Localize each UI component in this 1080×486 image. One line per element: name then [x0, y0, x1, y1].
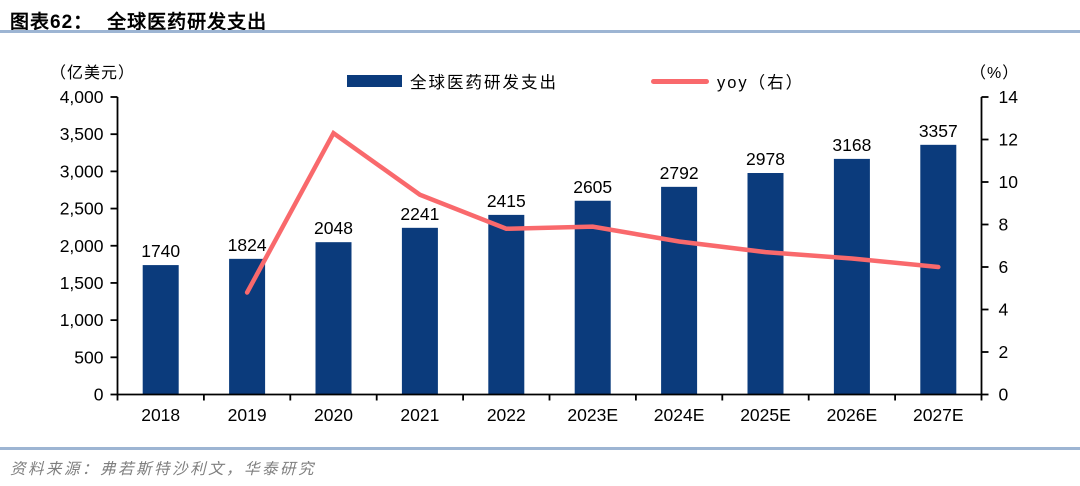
x-axis-label-2018: 2018	[141, 405, 180, 425]
right-axis-tick-label: 10	[999, 172, 1019, 192]
bar-2027E	[920, 144, 957, 395]
source-text: 资料来源：弗若斯特沙利文，华泰研究	[10, 460, 317, 478]
right-axis-tick-label: 0	[999, 385, 1009, 405]
right-axis-tick-label: 14	[999, 87, 1019, 107]
bar-value-label-2018: 1740	[141, 241, 180, 261]
x-axis-label-2023E: 2023E	[567, 405, 618, 425]
legend-bar-swatch	[347, 75, 402, 87]
left-axis-unit: （亿美元）	[50, 65, 136, 82]
bar-2018	[142, 265, 179, 395]
bar-value-label-2021: 2241	[400, 204, 439, 224]
left-axis-tick-label: 500	[74, 347, 103, 367]
x-axis-label-2022: 2022	[487, 405, 526, 425]
x-axis-label-2027E: 2027E	[913, 405, 964, 425]
left-axis-tick-label: 3,500	[60, 124, 104, 144]
bar-value-label-2025E: 2978	[746, 149, 785, 169]
left-axis-tick-label: 2,500	[60, 199, 104, 219]
legend: 全球医药研发支出 yoy（右）	[347, 69, 804, 93]
left-axis-tick-label: 1,500	[60, 273, 104, 293]
bar-2025E	[747, 173, 784, 395]
bar-value-label-2023E: 2605	[573, 177, 612, 197]
x-axis-label-2025E: 2025E	[740, 405, 791, 425]
bar-value-label-2027E: 3357	[919, 121, 958, 141]
figure-name: 全球医药研发支出	[107, 12, 268, 33]
legend-line-label: yoy（右）	[717, 74, 805, 92]
bar-2022	[488, 214, 525, 395]
bar-2024E	[661, 186, 698, 395]
right-axis-tick-label: 12	[999, 130, 1018, 150]
yoy-line	[244, 129, 941, 295]
bar-value-label-2019: 1824	[228, 235, 267, 255]
right-axis-tick-label: 2	[999, 342, 1009, 362]
bar-2021	[401, 227, 438, 395]
left-axis-tick-label: 2,000	[60, 236, 104, 256]
x-axis-label-2019: 2019	[228, 405, 267, 425]
x-axis-label-2026E: 2026E	[827, 405, 878, 425]
right-axis-tick-label: 4	[999, 300, 1009, 320]
x-axis-label-2021: 2021	[400, 405, 439, 425]
bar-value-label-2022: 2415	[487, 191, 526, 211]
figure-title: 图表62： 全球医药研发支出	[10, 7, 267, 34]
right-axis-unit: （%）	[970, 65, 1020, 82]
legend-bar-label: 全球医药研发支出	[410, 74, 558, 92]
left-axis-tick-label: 4,000	[60, 87, 104, 107]
bar-2019	[229, 258, 266, 395]
bar-2026E	[833, 158, 870, 395]
x-axis-label-2020: 2020	[314, 405, 353, 425]
left-axis-tick-label: 0	[94, 385, 104, 405]
footer-rule	[0, 447, 1080, 450]
bar-2023E	[574, 200, 611, 395]
title-rule	[0, 30, 1080, 33]
x-axis-label-2024E: 2024E	[654, 405, 705, 425]
legend-line-swatch	[651, 78, 709, 84]
bar-value-label-2026E: 3168	[832, 135, 871, 155]
bar-value-label-2024E: 2792	[660, 163, 699, 183]
right-axis-tick-label: 8	[999, 215, 1009, 235]
bar-value-label-2020: 2048	[314, 218, 353, 238]
left-axis-tick-label: 1,000	[60, 310, 104, 330]
bar-2020	[315, 242, 352, 395]
right-axis-tick-label: 6	[999, 257, 1009, 277]
left-axis-tick-label: 3,000	[60, 161, 104, 181]
figure-number: 图表62：	[10, 12, 94, 33]
